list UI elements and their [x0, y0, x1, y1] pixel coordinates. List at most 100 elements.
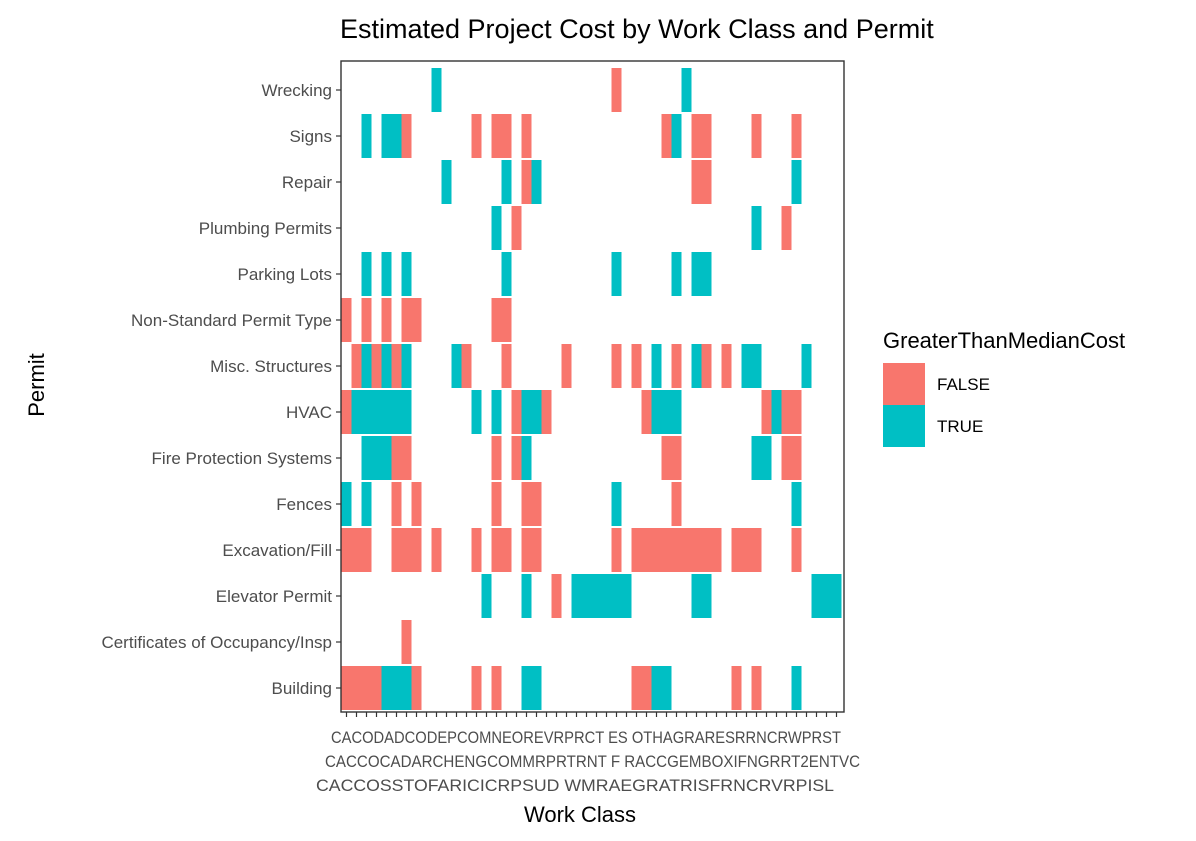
plot-panel-border	[340, 60, 845, 713]
heatmap-cell	[361, 252, 372, 296]
heatmap-cell	[611, 344, 622, 388]
heatmap-cell	[341, 528, 372, 572]
heatmap-cell	[491, 436, 502, 480]
heatmap-cell	[611, 252, 622, 296]
heatmap-cell	[521, 666, 542, 710]
heatmap-cell	[501, 252, 512, 296]
heatmap-cell	[631, 666, 652, 710]
heatmap-cell	[401, 344, 412, 388]
heatmap-cell	[521, 482, 542, 526]
y-tick-label: Building	[272, 679, 333, 698]
heatmap-cell	[491, 390, 502, 434]
heatmap-cell	[491, 206, 502, 250]
heatmap-cell	[791, 114, 802, 158]
heatmap-cell	[791, 528, 802, 572]
heatmap-cell	[691, 114, 712, 158]
heatmap-cell	[501, 160, 512, 204]
y-tick-label: Elevator Permit	[216, 587, 332, 606]
y-axis: Building Certificates of Occupancy/Insp El…	[101, 81, 341, 698]
heatmap-cell	[381, 344, 392, 388]
heatmap-cell	[611, 528, 622, 572]
heatmap-cell	[701, 344, 712, 388]
heatmap-cells	[341, 68, 842, 710]
heatmap-cell	[651, 344, 662, 388]
heatmap-cell	[661, 436, 682, 480]
heatmap-cell	[491, 528, 512, 572]
heatmap-cell	[341, 390, 352, 434]
heatmap-cell	[521, 160, 532, 204]
heatmap-cell	[471, 114, 482, 158]
y-tick-label: Fire Protection Systems	[152, 449, 332, 468]
heatmap-cell	[811, 574, 842, 618]
legend-title: GreaterThanMedianCost	[883, 328, 1125, 353]
heatmap-cell	[531, 160, 542, 204]
heatmap-cell	[351, 390, 412, 434]
heatmap-cell	[391, 528, 422, 572]
heatmap-cell	[491, 114, 512, 158]
y-tick-label: HVAC	[286, 403, 332, 422]
heatmap-cell	[411, 666, 422, 710]
heatmap-cell	[651, 666, 672, 710]
x-tick-label-row: CACCOSSTOFARICICRPSUD WMRAEGRATRISFRNCRV…	[316, 776, 834, 795]
heatmap-cell	[791, 482, 802, 526]
heatmap-cell	[471, 528, 482, 572]
heatmap-cell	[511, 436, 522, 480]
legend: GreaterThanMedianCost FALSE TRUE	[883, 328, 1125, 447]
heatmap-cell	[361, 114, 372, 158]
heatmap-cell	[351, 344, 362, 388]
y-tick-label: Plumbing Permits	[199, 219, 332, 238]
heatmap-cell	[781, 436, 802, 480]
heatmap-cell	[631, 528, 722, 572]
heatmap-cell	[361, 436, 392, 480]
heatmap-cell	[751, 666, 762, 710]
y-tick-label: Certificates of Occupancy/Insp	[101, 633, 332, 652]
y-axis-title: Permit	[24, 353, 49, 417]
heatmap-cell	[361, 298, 372, 342]
legend-label: TRUE	[937, 417, 983, 436]
legend-key	[883, 405, 925, 447]
heatmap-cell	[731, 528, 762, 572]
heatmap-cell	[401, 298, 422, 342]
heatmap-cell	[391, 436, 412, 480]
heatmap-cell	[521, 574, 532, 618]
heatmap-cell	[521, 436, 532, 480]
heatmap-cell	[461, 344, 472, 388]
heatmap-cell	[651, 390, 682, 434]
heatmap-cell	[731, 666, 742, 710]
heatmap-cell	[391, 344, 402, 388]
y-tick-label: Repair	[282, 173, 332, 192]
heatmap-cell	[401, 252, 412, 296]
heatmap-cell	[691, 344, 702, 388]
x-axis-title: Work Class	[524, 802, 636, 827]
heatmap-cell	[521, 114, 532, 158]
heatmap-cell	[691, 574, 712, 618]
heatmap-cell	[671, 482, 682, 526]
heatmap-cell	[671, 114, 682, 158]
y-tick-label: Non-Standard Permit Type	[131, 311, 332, 330]
heatmap-cell	[371, 344, 382, 388]
heatmap-cell	[671, 344, 682, 388]
y-tick-label: Parking Lots	[238, 265, 333, 284]
heatmap-cell	[521, 390, 542, 434]
y-tick-label: Misc. Structures	[210, 357, 332, 376]
heatmap-cell	[791, 666, 802, 710]
heatmap-cell	[381, 666, 412, 710]
heatmap-cell	[471, 666, 482, 710]
heatmap-cell	[671, 252, 682, 296]
heatmap-cell	[431, 528, 442, 572]
y-tick-label: Excavation/Fill	[222, 541, 332, 560]
heatmap-cell	[341, 482, 352, 526]
heatmap-cell	[631, 344, 642, 388]
y-tick-label: Signs	[289, 127, 332, 146]
heatmap-cell	[791, 160, 802, 204]
heatmap-cell	[771, 390, 782, 434]
heatmap-cell	[451, 344, 462, 388]
chart-title: Estimated Project Cost by Work Class and…	[340, 14, 934, 44]
heatmap-cell	[441, 160, 452, 204]
heatmap-cell	[341, 666, 382, 710]
heatmap-cell	[801, 344, 812, 388]
heatmap-cell	[481, 574, 492, 618]
heatmap-cell	[491, 666, 502, 710]
heatmap-cell	[361, 482, 372, 526]
